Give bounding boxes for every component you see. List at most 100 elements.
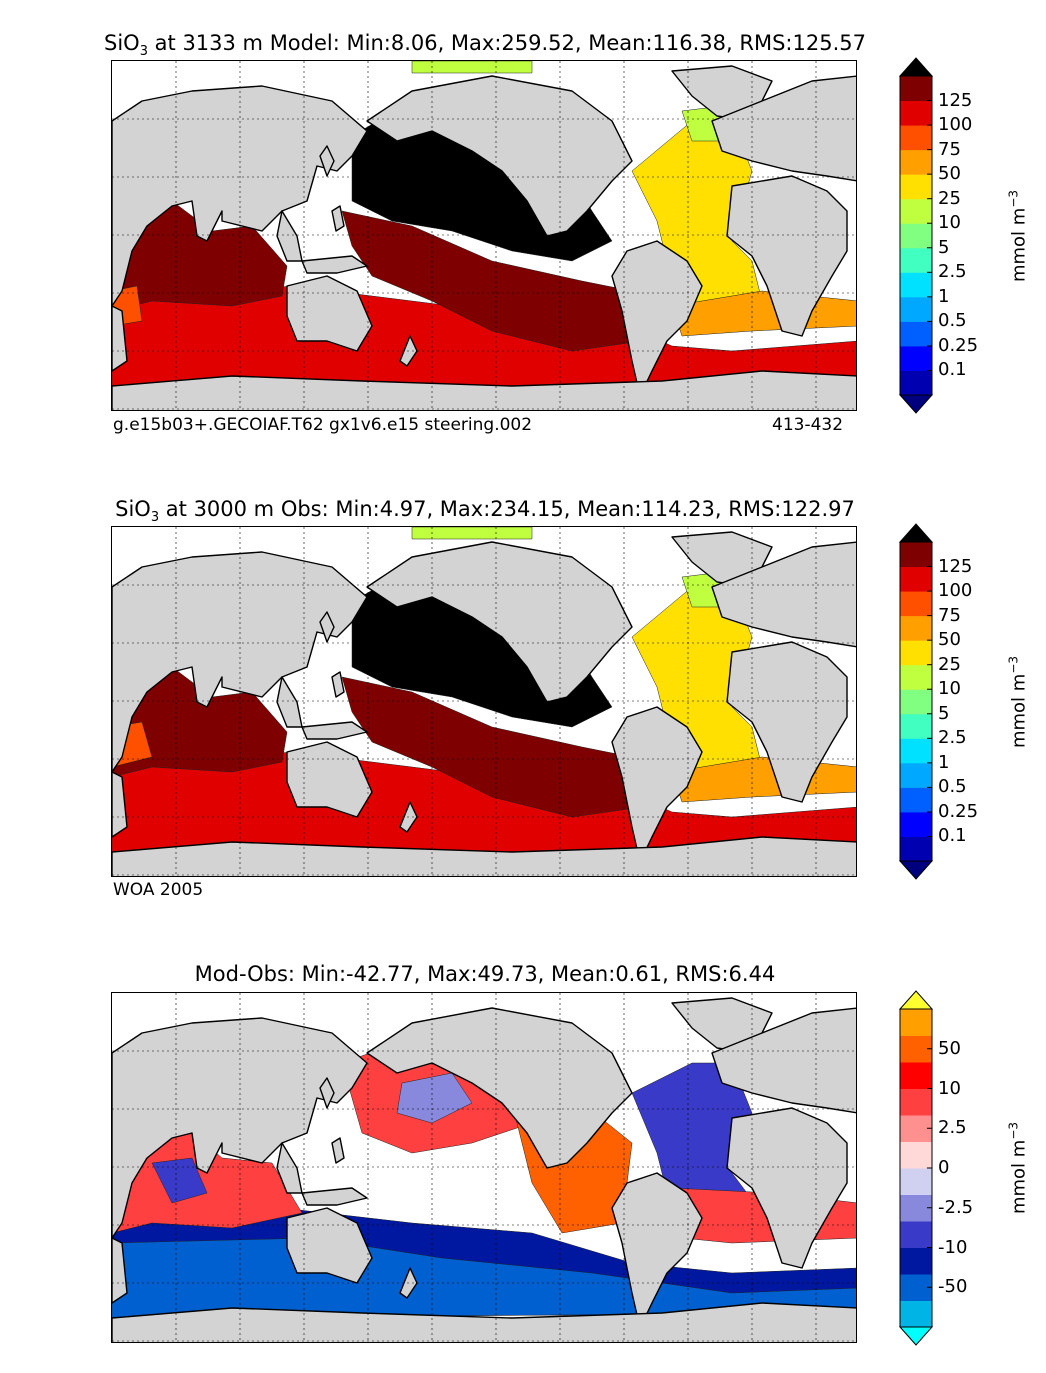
panel-2-colorbar-unit: mmol m−3 bbox=[1007, 656, 1030, 748]
land-mass bbox=[112, 836, 856, 876]
land-mass bbox=[319, 1077, 335, 1109]
land-mass bbox=[276, 676, 303, 728]
panel-2-title-main: SiO bbox=[115, 497, 151, 521]
panel-1-colorbar bbox=[898, 57, 934, 414]
colorbar-tick-label: 0.25 bbox=[938, 800, 979, 822]
colorbar-segment bbox=[900, 223, 932, 249]
colorbar-segment bbox=[900, 370, 932, 396]
land-mass bbox=[366, 541, 633, 703]
colorbar-segment bbox=[900, 811, 932, 837]
colorbar-tick-label: 5 bbox=[938, 236, 950, 258]
colorbar-tick-label: 25 bbox=[938, 187, 961, 209]
panel-2-map bbox=[111, 526, 857, 877]
land-mass bbox=[319, 145, 335, 177]
colorbar-tick-label: 50 bbox=[938, 629, 961, 651]
colorbar-segment bbox=[900, 1221, 932, 1248]
colorbar-tick-label: 0.1 bbox=[938, 359, 967, 381]
panel-2-unit-main: mmol m bbox=[1008, 673, 1030, 749]
colorbar-extend-high bbox=[898, 57, 934, 77]
land-mass bbox=[276, 210, 303, 262]
colorbar-extend-low bbox=[898, 860, 934, 880]
colorbar-segment bbox=[900, 1035, 932, 1063]
colorbar-tick-label: 25 bbox=[938, 653, 961, 675]
colorbar-segment bbox=[900, 664, 932, 690]
south-pacific-field bbox=[341, 210, 643, 352]
panel-2-unit-sup: −3 bbox=[1006, 655, 1021, 674]
colorbar-segment bbox=[900, 174, 932, 200]
colorbar-segment bbox=[900, 836, 932, 862]
colorbar-segment bbox=[900, 296, 932, 322]
colorbar-tick-label: 50 bbox=[938, 1037, 961, 1059]
colorbar-tick-label: 0.5 bbox=[938, 776, 967, 798]
colorbar-tick-label: 2.5 bbox=[938, 261, 967, 283]
panel-1-title: SiO3 at 3133 m Model: Min:8.06, Max:259.… bbox=[0, 30, 970, 65]
colorbar-segment bbox=[900, 1274, 932, 1301]
land-mass bbox=[331, 1137, 345, 1164]
colorbar-segment bbox=[900, 149, 932, 175]
colorbar-tick-label: 2.5 bbox=[938, 727, 967, 749]
panel-2-colorbar bbox=[898, 523, 934, 880]
land-mass bbox=[301, 721, 368, 740]
colorbar-segment bbox=[900, 100, 932, 126]
land-mass bbox=[711, 1007, 856, 1114]
colorbar-tick-label: 100 bbox=[938, 580, 973, 602]
colorbar-segment bbox=[900, 591, 932, 617]
arctic-strip bbox=[411, 61, 533, 74]
panel-2-title-rest: at 3000 m Obs: Min:4.97, Max:234.15, Mea… bbox=[159, 497, 855, 521]
colorbar-segment bbox=[900, 1141, 932, 1169]
land-mass bbox=[331, 671, 345, 698]
colorbar-segment bbox=[900, 566, 932, 592]
land-mass bbox=[112, 771, 128, 838]
colorbar-segment bbox=[900, 1300, 932, 1328]
land-mass bbox=[276, 1142, 303, 1194]
colorbar-segment bbox=[900, 787, 932, 813]
colorbar-segment bbox=[900, 321, 932, 347]
land-mass bbox=[711, 541, 856, 648]
colorbar-tick-label: 100 bbox=[938, 114, 973, 136]
colorbar-segment bbox=[900, 198, 932, 224]
colorbar-segment bbox=[900, 542, 932, 568]
panel-3-unit-main: mmol m bbox=[1008, 1139, 1030, 1215]
panel-1-caption-left: g.e15b03+.GECOIAF.T62 gx1v6.e15 steering… bbox=[113, 415, 533, 435]
panel-3-colorbar bbox=[898, 990, 934, 1346]
colorbar-segment bbox=[900, 247, 932, 273]
panel-1-map bbox=[111, 60, 857, 411]
colorbar-tick-label: 5 bbox=[938, 702, 950, 724]
colorbar-tick-label: 75 bbox=[938, 138, 961, 160]
panel-3-colorbar-unit: mmol m−3 bbox=[1007, 1122, 1030, 1214]
land-mass bbox=[611, 706, 703, 863]
arctic-strip bbox=[411, 527, 533, 540]
colorbar-segment bbox=[900, 689, 932, 715]
colorbar-tick-label: 50 bbox=[938, 163, 961, 185]
land-mass bbox=[611, 1172, 703, 1329]
colorbar-segment bbox=[900, 713, 932, 739]
colorbar-segment bbox=[900, 76, 932, 102]
south-pacific-field bbox=[341, 676, 643, 818]
panel-1-unit-sup: −3 bbox=[1006, 189, 1021, 208]
colorbar-tick-label: -50 bbox=[938, 1276, 968, 1298]
colorbar-tick-label: 0.1 bbox=[938, 825, 967, 847]
colorbar-segment bbox=[900, 615, 932, 641]
colorbar-tick-label: 1 bbox=[938, 751, 950, 773]
panel-3-title-main: Mod-Obs: Min:-42.77, Max:49.73, Mean:0.6… bbox=[194, 962, 776, 986]
land-mass bbox=[112, 370, 856, 410]
diff-np-patch bbox=[396, 1072, 473, 1124]
panel-3-unit-sup: −3 bbox=[1006, 1121, 1021, 1140]
land-mass bbox=[366, 75, 633, 237]
colorbar-segment bbox=[900, 345, 932, 371]
colorbar-tick-label: 0 bbox=[938, 1157, 950, 1178]
land-mass bbox=[711, 75, 856, 182]
panel-2-title: SiO3 at 3000 m Obs: Min:4.97, Max:234.15… bbox=[0, 496, 970, 531]
colorbar-segment bbox=[900, 1062, 932, 1089]
diff-indian-blue bbox=[151, 1157, 208, 1204]
land-mass bbox=[112, 1237, 128, 1304]
colorbar-tick-label: 1 bbox=[938, 285, 950, 307]
colorbar-segment bbox=[900, 1194, 932, 1222]
colorbar-segment bbox=[900, 1168, 932, 1195]
land-mass bbox=[112, 1302, 856, 1342]
colorbar-segment bbox=[900, 1247, 932, 1275]
colorbar-tick-label: 125 bbox=[938, 555, 973, 577]
colorbar-segment bbox=[900, 738, 932, 764]
panel-3-map bbox=[111, 992, 857, 1343]
colorbar-segment bbox=[900, 272, 932, 298]
